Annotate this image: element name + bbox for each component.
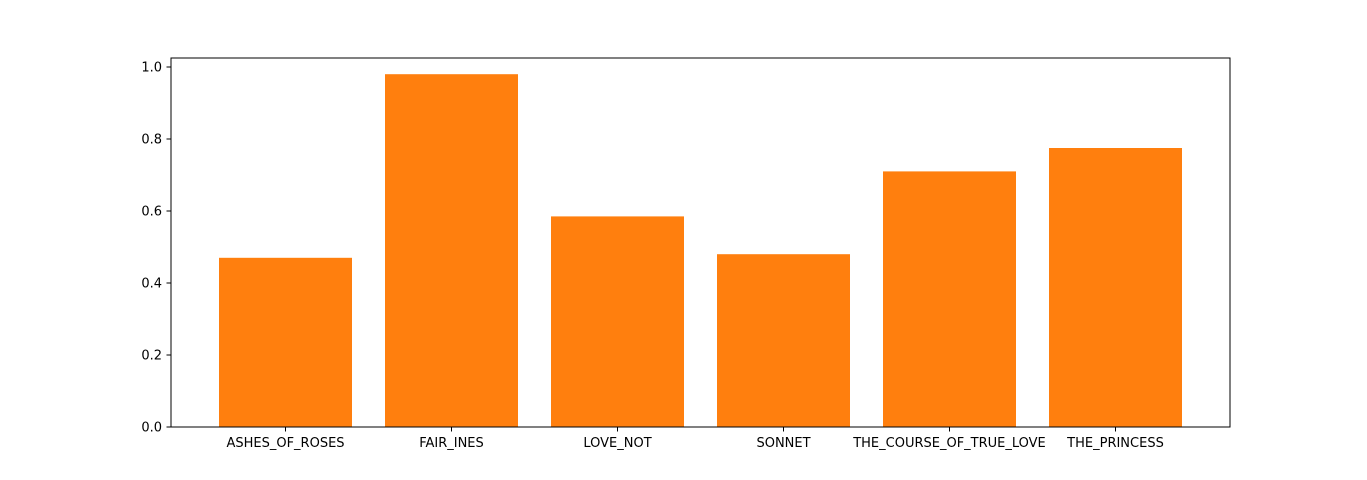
x-tick-label: SONNET [756,436,810,451]
y-tick-label: 0.8 [141,133,162,148]
bar-the-course-of-true-love [883,171,1016,427]
y-axis: 0.0 0.2 0.4 0.6 0.8 1.0 [141,61,171,436]
x-tick-label: THE_COURSE_OF_TRUE_LOVE [852,436,1046,451]
bar-fair-ines [385,74,518,427]
bar-love-not [551,216,684,427]
y-tick-label: 0.4 [141,277,162,292]
bar-the-princess [1049,148,1182,427]
y-tick-label: 1.0 [141,61,162,76]
x-tick-label: ASHES_OF_ROSES [226,436,344,451]
bars-layer [219,74,1182,427]
y-tick-label: 0.6 [141,205,162,220]
x-axis: ASHES_OF_ROSES FAIR_INES LOVE_NOT SONNET THE… [226,427,1164,451]
bar-sonnet [717,254,850,427]
y-tick-label: 0.2 [141,349,162,364]
x-tick-label: LOVE_NOT [583,436,651,451]
x-tick-label: THE_PRINCESS [1066,436,1164,451]
y-tick-label: 0.0 [141,421,162,436]
x-tick-label: FAIR_INES [419,436,484,451]
bar-ashes-of-roses [219,257,352,427]
plot-frame [170,57,1231,428]
